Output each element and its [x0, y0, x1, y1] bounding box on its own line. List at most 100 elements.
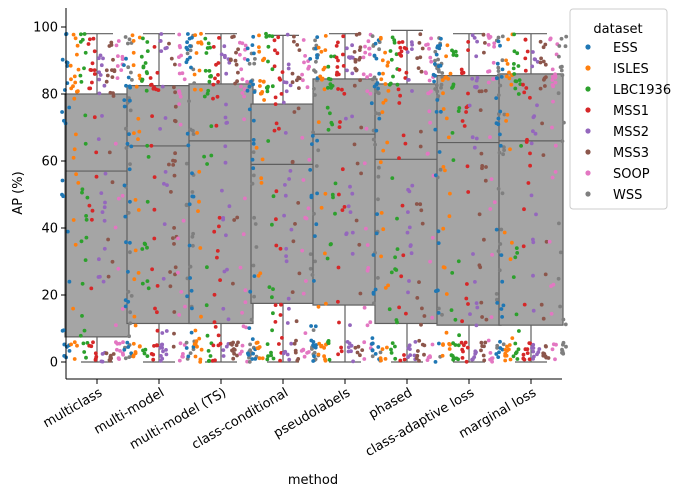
strip-point	[69, 342, 73, 347]
strip-point	[403, 76, 408, 80]
strip-point	[272, 128, 277, 133]
strip-point	[238, 40, 242, 45]
strip-point	[193, 328, 198, 333]
strip-point	[76, 67, 81, 72]
strip-point	[164, 352, 169, 357]
strip-point	[72, 147, 77, 152]
strip-point	[265, 342, 270, 346]
strip-point	[67, 349, 72, 353]
strip-point	[436, 311, 441, 315]
strip-point	[257, 45, 261, 49]
strip-point	[206, 88, 211, 93]
strip-point	[316, 120, 321, 124]
strip-point	[109, 356, 113, 361]
strip-point	[217, 36, 221, 40]
strip-point	[234, 50, 238, 55]
strip-point	[541, 45, 546, 50]
strip-point	[116, 196, 121, 201]
strip-point	[152, 175, 157, 180]
strip-point	[251, 173, 256, 178]
strip-point	[122, 63, 126, 67]
strip-point	[184, 161, 189, 166]
strip-point	[544, 239, 549, 244]
strip-point	[320, 77, 324, 82]
strip-point	[437, 150, 442, 154]
strip-point	[550, 78, 555, 82]
strip-point	[283, 131, 288, 135]
strip-point	[287, 306, 291, 311]
strip-point	[137, 73, 142, 78]
strip-point	[286, 62, 291, 67]
strip-point	[234, 62, 239, 67]
strip-point	[428, 259, 432, 264]
strip-point	[94, 354, 99, 359]
strip-point	[100, 359, 105, 364]
strip-point	[554, 342, 558, 347]
strip-point	[131, 39, 136, 43]
strip-point	[251, 118, 256, 123]
strip-point	[464, 296, 469, 301]
strip-point	[116, 356, 121, 361]
strip-point	[211, 343, 216, 348]
strip-point	[282, 80, 287, 84]
strip-point	[398, 45, 403, 50]
strip-point	[333, 181, 338, 186]
strip-point	[393, 344, 397, 349]
strip-point	[531, 346, 536, 350]
strip-point	[371, 253, 376, 257]
strip-point	[507, 70, 511, 75]
strip-point	[273, 95, 278, 100]
strip-point	[462, 124, 467, 128]
strip-point	[304, 216, 309, 221]
strip-point	[84, 355, 88, 360]
strip-point	[370, 34, 375, 38]
strip-point	[460, 356, 465, 360]
strip-point	[235, 215, 240, 220]
strip-point	[127, 355, 132, 359]
strip-point	[385, 345, 389, 350]
strip-point	[86, 42, 91, 46]
strip-point	[255, 340, 260, 345]
strip-point	[330, 192, 335, 197]
strip-point	[376, 91, 381, 96]
strip-point	[522, 302, 527, 307]
strip-point	[202, 154, 207, 159]
strip-point	[285, 321, 290, 325]
strip-point	[313, 259, 317, 264]
strip-point	[337, 125, 342, 129]
strip-point	[406, 355, 410, 359]
strip-point	[434, 110, 439, 114]
strip-point	[215, 94, 220, 99]
strip-point	[229, 58, 233, 62]
strip-point	[451, 158, 456, 163]
strip-point	[466, 302, 470, 306]
strip-point	[292, 341, 297, 346]
strip-point	[273, 48, 277, 53]
strip-point	[253, 357, 258, 361]
strip-point	[309, 193, 314, 198]
strip-point	[280, 336, 284, 340]
strip-point	[155, 284, 160, 288]
strip-point	[67, 105, 72, 110]
strip-point	[308, 252, 313, 256]
strip-point	[160, 84, 165, 89]
strip-point	[161, 276, 166, 281]
strip-point	[286, 296, 291, 301]
strip-point	[368, 320, 373, 325]
strip-point	[119, 68, 124, 72]
strip-point	[329, 86, 333, 90]
strip-point	[323, 251, 327, 256]
strip-point	[336, 58, 340, 63]
strip-point	[358, 291, 363, 296]
strip-point	[405, 230, 410, 235]
strip-point	[433, 49, 438, 54]
strip-point	[428, 120, 432, 125]
strip-point	[190, 190, 195, 194]
strip-point	[404, 70, 409, 75]
strip-point	[502, 148, 506, 153]
strip-point	[559, 36, 564, 41]
strip-point	[223, 115, 228, 120]
strip-point	[252, 274, 257, 278]
strip-point	[387, 82, 392, 87]
strip-point	[401, 133, 406, 138]
